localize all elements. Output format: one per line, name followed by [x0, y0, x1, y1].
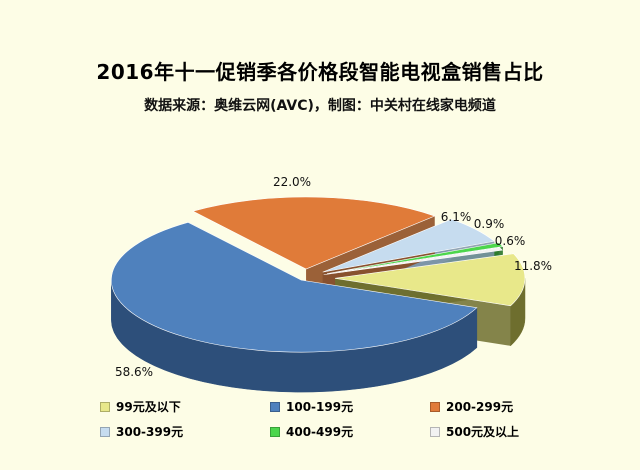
- legend-swatch-2: [430, 401, 440, 412]
- data-label-2: 22.0%: [273, 175, 311, 189]
- legend-item-0: 99元及以下: [100, 398, 270, 415]
- legend-swatch-3: [100, 426, 110, 437]
- chart-legend: 99元及以下 100-199元 200-299元 300-399元 400-499元 50…: [100, 398, 580, 440]
- data-label-3: 6.1%: [441, 210, 472, 224]
- legend-item-4: 400-499元: [270, 423, 430, 440]
- legend-label-1: 100-199元: [286, 400, 354, 414]
- legend-label-3: 300-399元: [116, 425, 184, 439]
- pie-slice-4: [326, 242, 504, 274]
- pie-tops: [111, 196, 526, 353]
- legend-label-4: 400-499元: [286, 425, 354, 439]
- legend-item-1: 100-199元: [270, 398, 430, 415]
- pie-slice-0: [334, 253, 526, 307]
- legend-swatch-0: [100, 401, 110, 412]
- pie-slice-2: [192, 196, 436, 270]
- data-label-4: 0.9%: [474, 217, 505, 231]
- legend-item-3: 300-399元: [100, 423, 270, 440]
- data-label-1: 58.6%: [115, 365, 153, 379]
- pie-slice-5: [323, 247, 503, 276]
- data-label-5: 0.6%: [495, 234, 526, 248]
- chart-title: 2016年十一促销季各价格段智能电视盒销售占比: [96, 60, 544, 84]
- data-label-0: 11.8%: [514, 259, 552, 273]
- legend-item-5: 500元及以上: [430, 423, 580, 440]
- legend-swatch-1: [270, 401, 280, 412]
- legend-swatch-4: [270, 426, 280, 437]
- legend-swatch-5: [430, 426, 440, 437]
- legend-label-2: 200-299元: [446, 400, 514, 414]
- legend-label-5: 500元及以上: [446, 425, 520, 439]
- legend-item-2: 200-299元: [430, 398, 580, 415]
- pie-data-labels: 11.8% 58.6% 22.0% 6.1% 0.9% 0.6%: [115, 175, 552, 379]
- chart-subtitle: 数据来源：奥维云网(AVC)，制图：中关村在线家电频道: [144, 98, 496, 114]
- legend-label-0: 99元及以下: [116, 400, 181, 414]
- pie-slice-1: [111, 221, 478, 353]
- pie-slice-3: [322, 218, 496, 273]
